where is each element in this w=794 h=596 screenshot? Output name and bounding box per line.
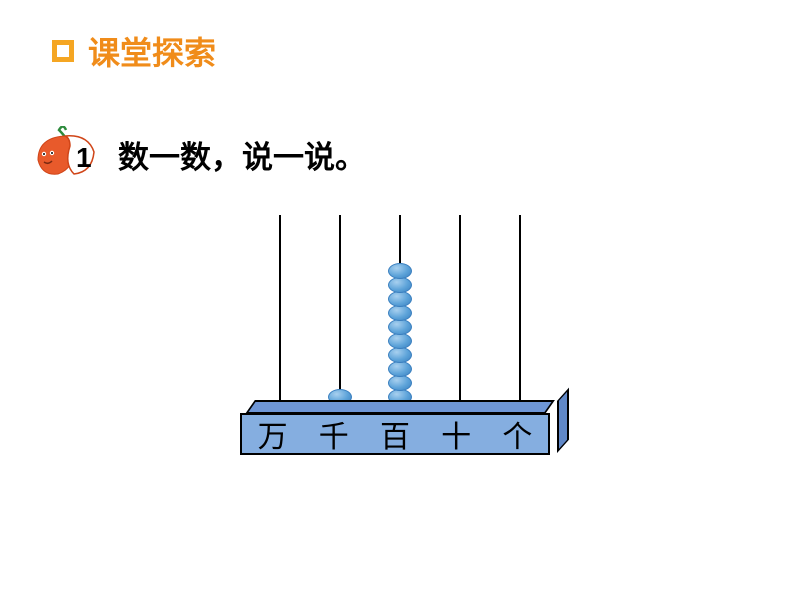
abacus-frame: 万千百十个 [240,400,560,458]
abacus-bead [388,375,412,391]
place-label: 个 [502,412,532,456]
abacus-bead [388,319,412,335]
question-number: 1 [76,142,92,174]
abacus-bead [388,347,412,363]
question-text: 数一数，说一说。 [118,132,366,177]
place-label: 千 [319,412,349,456]
frame-right-face [557,388,569,453]
abacus-beads [240,215,560,405]
abacus-bead [388,361,412,377]
place-label: 十 [441,412,471,456]
place-label: 万 [258,412,288,456]
place-label: 百 [380,412,410,456]
abacus-bead [388,305,412,321]
abacus-bead [388,333,412,349]
frame-front-face: 万千百十个 [240,413,550,455]
section-header: 课堂探索 [52,28,216,74]
abacus-bead [388,277,412,293]
abacus-bead [388,291,412,307]
bullet-icon [52,40,74,62]
abacus-bead [388,263,412,279]
carrot-icon: 1 [30,126,102,182]
question-row: 1 数一数，说一说。 [30,126,366,182]
abacus-diagram: 万千百十个 [240,215,560,485]
section-title: 课堂探索 [88,28,216,74]
